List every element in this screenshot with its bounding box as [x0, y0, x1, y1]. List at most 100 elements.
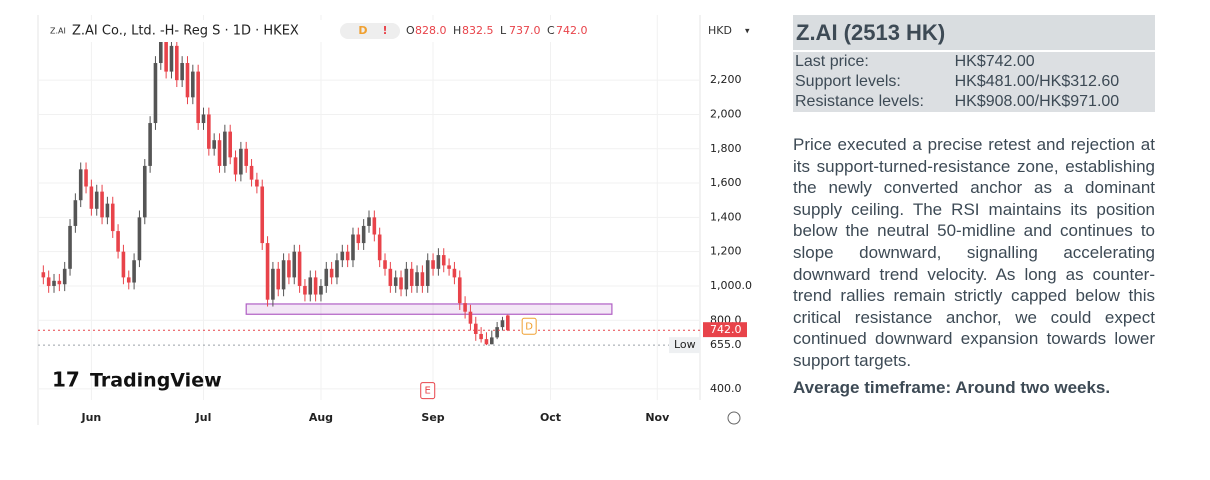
candle-body	[52, 280, 56, 286]
candle-body	[276, 268, 281, 290]
icon: Z.AI	[50, 27, 66, 36]
x-tick-label: Sep	[421, 411, 444, 424]
candle-body	[351, 234, 355, 261]
candle-body	[457, 277, 462, 304]
candle-body	[185, 63, 190, 98]
candle-body	[409, 268, 414, 286]
candle-body	[228, 131, 232, 158]
panel-table: Last price: HK$742.00 Support levels: HK$48…	[793, 52, 1155, 112]
candle-body	[495, 327, 499, 338]
candle-body	[431, 260, 435, 269]
candle-body	[484, 339, 489, 345]
y-tick-label: 1,000.0	[710, 279, 752, 292]
panel-footer: Average timeframe: Around two weeks.	[793, 377, 1111, 397]
marker-bg	[420, 382, 436, 400]
y-tick-label: 1,600	[710, 176, 742, 189]
panel-body: Price executed a precise retest and reje…	[793, 135, 1155, 370]
candle-body	[319, 285, 323, 295]
candle-body	[116, 231, 120, 252]
candle-body	[463, 303, 467, 312]
candle-body	[73, 200, 78, 226]
candle-body	[335, 260, 339, 278]
candle-body	[121, 251, 126, 278]
marker: E	[425, 386, 431, 397]
symbol: Z.AI Co., Ltd. -H- Reg S · 1D · HKEX	[72, 24, 299, 39]
candle-body	[367, 217, 371, 226]
candle-body	[404, 268, 409, 290]
candle-body	[94, 191, 99, 209]
chart: Z.AI Z.AI Co., Ltd. -H- Reg S · 1D · HKE…	[37, 15, 752, 425]
y-tick-label: 2,200	[710, 73, 742, 86]
marker-bg	[521, 317, 537, 335]
y-tick-label: 1,800	[710, 142, 742, 155]
candle-body	[356, 234, 361, 244]
alert: !	[382, 24, 387, 37]
ohlc-key: L	[500, 24, 507, 37]
candle-body	[506, 315, 510, 331]
panel-row: Support levels: HK$481.00/HK$312.60	[793, 72, 1155, 92]
candle-body	[68, 225, 72, 269]
x-tick-label: Jul	[195, 411, 212, 424]
y-tick-label: 400.0	[710, 382, 742, 395]
candle-body	[196, 71, 200, 124]
currency: HKD	[708, 24, 732, 37]
candle-body	[489, 337, 494, 345]
ohlc-key: C	[547, 24, 555, 37]
candle-body	[164, 37, 168, 72]
logo-mark: 17	[52, 368, 80, 392]
candle-body	[148, 123, 152, 166]
candle-body	[212, 140, 216, 149]
candle-body	[217, 140, 222, 166]
logo: TradingView	[90, 370, 222, 392]
y-tick-label: 1,200	[710, 245, 742, 258]
candle-body	[436, 255, 441, 269]
ohlc-key: O	[406, 24, 415, 37]
candle-body	[239, 148, 243, 175]
candle-body	[473, 323, 478, 334]
y-tick-label: 2,000	[710, 107, 742, 120]
candle-body	[372, 217, 377, 235]
candle-body	[191, 71, 195, 98]
candle-body	[244, 148, 249, 166]
marker: D	[525, 321, 533, 332]
panel-title: Z.AI (2513 HK)	[793, 15, 1155, 50]
price-name-bg	[669, 337, 700, 354]
x-tick-label: Nov	[645, 411, 670, 424]
candle-body	[233, 157, 238, 175]
candle-body	[78, 169, 83, 201]
candle-body	[281, 260, 286, 290]
candle-body	[377, 234, 382, 261]
candle-body	[388, 268, 393, 286]
dropdown[interactable]: ▾	[745, 27, 750, 37]
candle-body	[126, 277, 131, 283]
x-tick-label: Aug	[309, 411, 333, 424]
row-value: HK$481.00/HK$312.60	[954, 73, 1120, 90]
zone	[245, 303, 613, 315]
candle-body	[57, 280, 62, 285]
y-tick-label: 1,400	[710, 210, 742, 223]
ohlc-value: 742.0	[556, 24, 588, 37]
candle-body	[420, 272, 425, 286]
candle-body	[223, 131, 227, 166]
candle-body	[345, 251, 350, 261]
header-bg	[44, 20, 604, 42]
candle-body	[46, 277, 51, 286]
panel-row: Last price: HK$742.00	[793, 52, 1155, 72]
candle-body	[500, 320, 505, 328]
grid	[38, 15, 700, 400]
ohlc-key: H	[453, 24, 461, 37]
candle-body	[180, 63, 184, 81]
panel-row: Resistance levels: HK$908.00/HK$971.00	[793, 92, 1155, 112]
candle-body	[132, 260, 136, 283]
badge-bg	[340, 23, 400, 39]
candle-body	[297, 251, 302, 286]
candle-body	[201, 114, 206, 124]
row-value: HK$908.00/HK$971.00	[954, 93, 1120, 110]
row-label: Last price:	[795, 53, 869, 70]
badge: D	[358, 24, 367, 37]
candle-body	[452, 268, 457, 278]
candle-body	[415, 272, 419, 286]
plot	[38, 20, 700, 346]
settings-icon[interactable]	[727, 411, 741, 425]
candle-body	[100, 191, 104, 218]
